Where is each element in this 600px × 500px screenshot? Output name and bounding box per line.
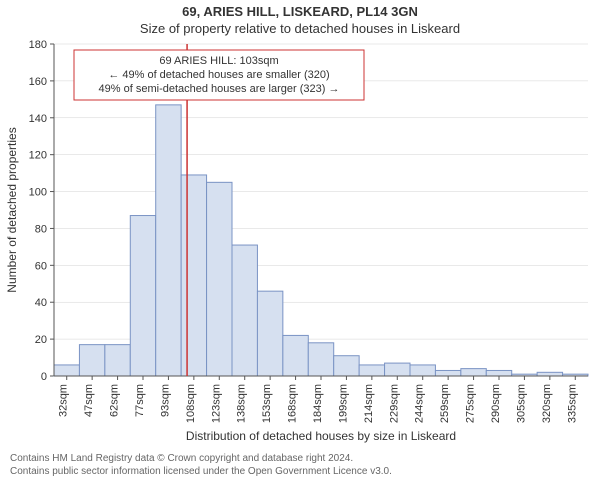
svg-text:108sqm: 108sqm: [185, 384, 197, 423]
histogram-bar: [334, 356, 359, 376]
y-axis-label: Number of detached properties: [5, 127, 19, 292]
svg-text:153sqm: 153sqm: [261, 384, 273, 423]
svg-text:47sqm: 47sqm: [83, 384, 95, 417]
svg-text:229sqm: 229sqm: [388, 384, 400, 423]
svg-text:199sqm: 199sqm: [337, 384, 349, 423]
histogram-bar: [156, 105, 181, 376]
svg-text:32sqm: 32sqm: [58, 384, 70, 417]
histogram-bar: [435, 370, 460, 376]
caption-line: 49% of semi-detached houses are larger (…: [99, 83, 340, 95]
attribution-line-2: Contains public sector information licen…: [10, 465, 600, 478]
title-main: 69, ARIES HILL, LISKEARD, PL14 3GN: [0, 4, 600, 19]
svg-text:160: 160: [29, 76, 47, 88]
svg-text:184sqm: 184sqm: [312, 384, 324, 423]
svg-text:320sqm: 320sqm: [541, 384, 553, 423]
histogram-bar: [232, 245, 257, 376]
caption-line: 69 ARIES HILL: 103sqm: [159, 55, 278, 67]
svg-text:100: 100: [29, 187, 47, 199]
title-sub: Size of property relative to detached ho…: [0, 21, 600, 36]
svg-text:168sqm: 168sqm: [287, 384, 299, 423]
svg-text:275sqm: 275sqm: [465, 384, 477, 423]
svg-text:77sqm: 77sqm: [134, 384, 146, 417]
svg-text:120: 120: [29, 150, 47, 162]
svg-text:93sqm: 93sqm: [159, 384, 171, 417]
svg-text:214sqm: 214sqm: [363, 384, 375, 423]
histogram-bar: [257, 291, 282, 376]
histogram-chart: 0 20 40 60 80 100 120 140 160 180 32sqm 47sqm 62sqm 7…: [0, 36, 600, 446]
svg-text:80: 80: [35, 223, 47, 235]
svg-text:62sqm: 62sqm: [109, 384, 121, 417]
histogram-bar: [461, 369, 486, 376]
svg-text:60: 60: [35, 260, 47, 272]
histogram-bar: [410, 365, 435, 376]
histogram-bar: [385, 363, 410, 376]
histogram-bar: [54, 365, 79, 376]
histogram-bar: [207, 182, 232, 376]
histogram-bar: [105, 345, 130, 376]
svg-text:290sqm: 290sqm: [490, 384, 502, 423]
caption-line: ← 49% of detached houses are smaller (32…: [108, 69, 329, 81]
chart-svg: 0 20 40 60 80 100 120 140 160 180 32sqm 47sqm 62sqm 7…: [0, 36, 600, 446]
svg-text:180: 180: [29, 39, 47, 51]
x-axis-label: Distribution of detached houses by size …: [186, 429, 456, 443]
attribution: Contains HM Land Registry data © Crown c…: [10, 452, 600, 478]
svg-text:40: 40: [35, 297, 47, 309]
histogram-bar: [537, 372, 562, 376]
svg-text:259sqm: 259sqm: [439, 384, 451, 423]
histogram-bar: [181, 175, 206, 376]
histogram-bar: [359, 365, 384, 376]
svg-text:305sqm: 305sqm: [515, 384, 527, 423]
svg-text:335sqm: 335sqm: [566, 384, 578, 423]
svg-text:138sqm: 138sqm: [236, 384, 248, 423]
svg-text:20: 20: [35, 334, 47, 346]
histogram-bar: [308, 343, 333, 376]
histogram-bar: [130, 216, 155, 376]
svg-text:123sqm: 123sqm: [210, 384, 222, 423]
svg-text:0: 0: [41, 371, 47, 383]
histogram-bar: [79, 345, 104, 376]
histogram-bar: [283, 335, 308, 376]
attribution-line-1: Contains HM Land Registry data © Crown c…: [10, 452, 600, 465]
svg-text:244sqm: 244sqm: [414, 384, 426, 423]
svg-text:140: 140: [29, 113, 47, 125]
histogram-bar: [486, 370, 511, 376]
